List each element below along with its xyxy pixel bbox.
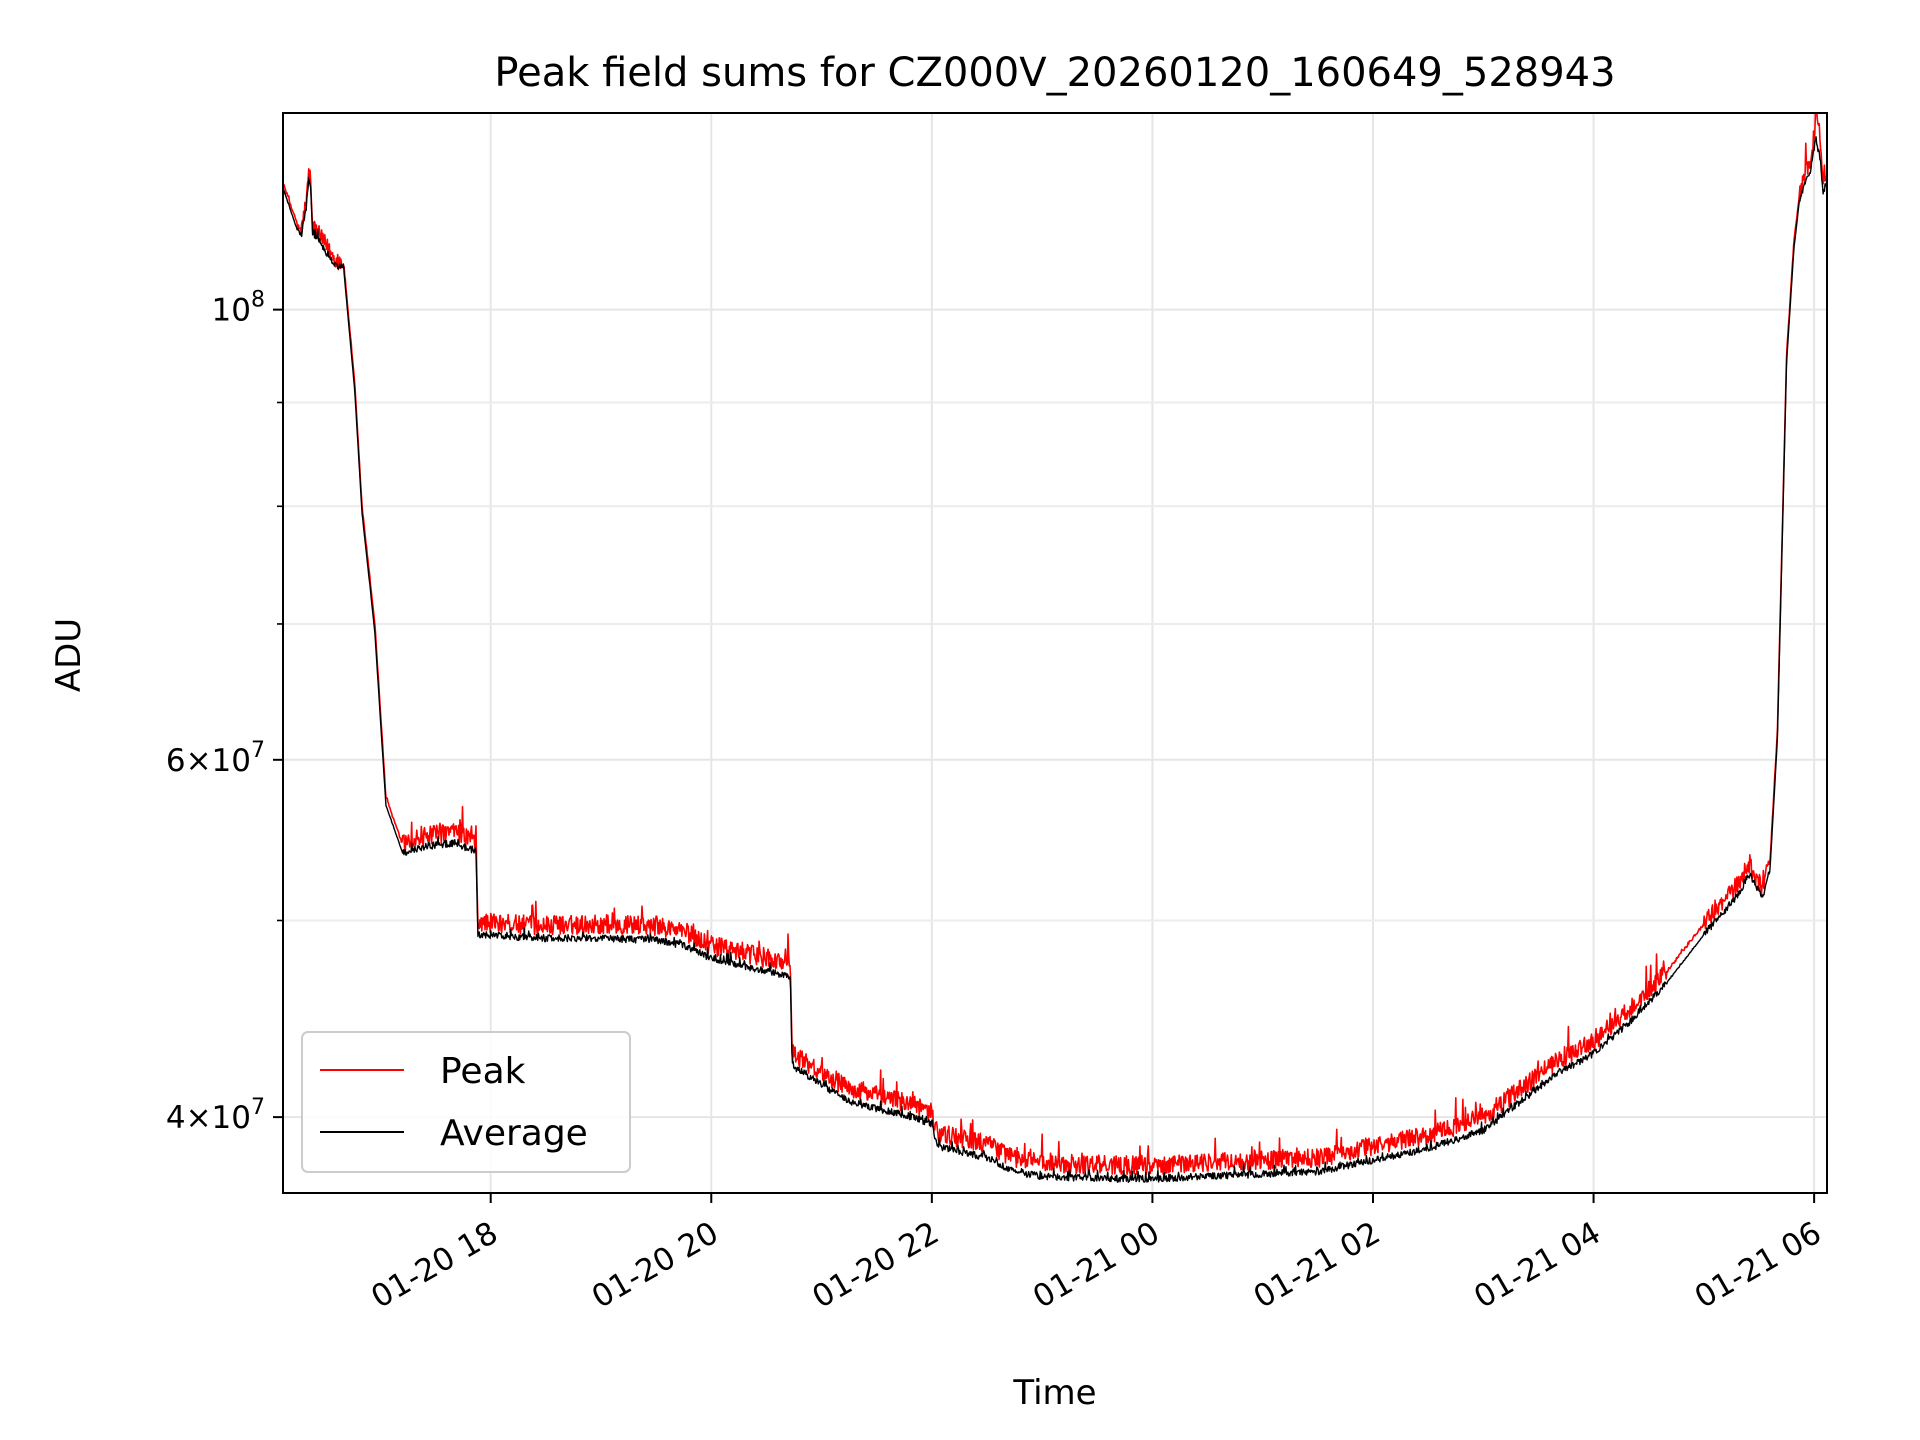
y-axis: 4×107 6×107 108 [166, 288, 283, 1136]
x-axis-label: Time [1012, 1373, 1096, 1413]
series-line-peak [283, 113, 1827, 1176]
y-tick-label: 108 [212, 288, 265, 329]
chart-title: Peak field sums for CZ000V_20260120_1606… [494, 50, 1615, 96]
plot-area-frame [282, 112, 1828, 1194]
legend-label-peak: Peak [440, 1051, 526, 1092]
legend-box [301, 1031, 631, 1173]
y-tick-label: 4×107 [166, 1095, 265, 1136]
gridlines [283, 113, 1827, 1193]
y-axis-label: ADU [49, 618, 89, 692]
legend-label-average: Average [440, 1113, 588, 1154]
plot-series [283, 113, 1827, 1183]
y-tick-label: 6×107 [166, 738, 265, 779]
legend: Peak Average [301, 1031, 631, 1173]
series-line-average [283, 136, 1827, 1183]
